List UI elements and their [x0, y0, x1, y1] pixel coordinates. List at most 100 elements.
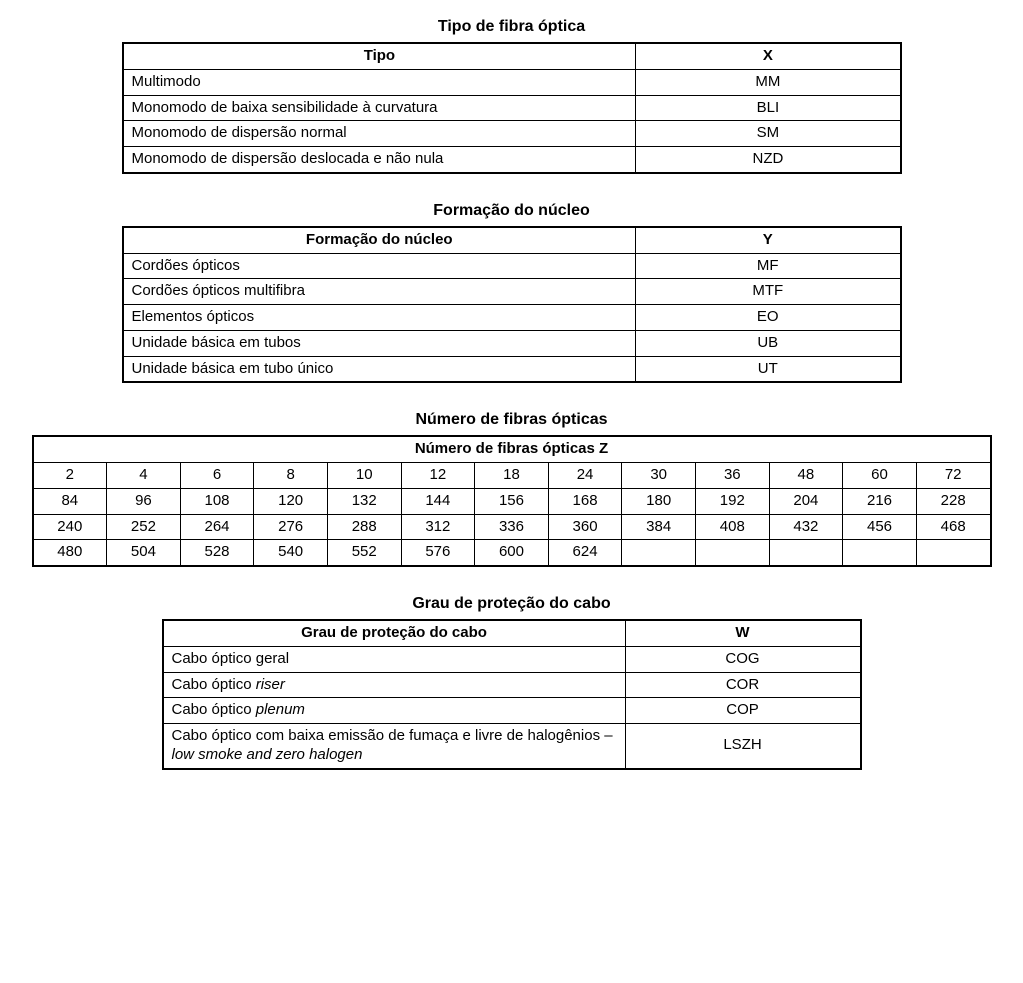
cell-value: 6	[180, 463, 254, 489]
cell-value	[695, 540, 769, 566]
section-title: Formação do núcleo	[20, 202, 1003, 220]
section-0: Tipo de fibra ópticaTipoXMultimodoMMMono…	[20, 18, 1003, 174]
cell-value: 192	[695, 488, 769, 514]
table-row: Cabo óptico riserCOR	[163, 672, 861, 698]
cell-value: 84	[33, 488, 107, 514]
cell-value: 528	[180, 540, 254, 566]
cell-label: Cordões ópticos	[123, 253, 636, 279]
table-row: Cabo óptico geralCOG	[163, 646, 861, 672]
cell-value: 24	[548, 463, 622, 489]
table-row: Cabo óptico com baixa emissão de fumaça …	[163, 724, 861, 769]
column-header: W	[625, 620, 860, 646]
cell-value: 8	[254, 463, 328, 489]
cell-value: LSZH	[625, 724, 860, 769]
cell-label: Elementos ópticos	[123, 305, 636, 331]
cell-value: 252	[107, 514, 181, 540]
cell-value: EO	[636, 305, 901, 331]
cell-value: 2	[33, 463, 107, 489]
cell-value: 204	[769, 488, 843, 514]
cell-value: 432	[769, 514, 843, 540]
cell-value: 576	[401, 540, 475, 566]
table-row: Cordões ópticosMF	[123, 253, 901, 279]
table-row: 8496108120132144156168180192204216228	[33, 488, 991, 514]
table-row: MultimodoMM	[123, 69, 901, 95]
cell-label: Cabo óptico plenum	[163, 698, 626, 724]
section-2: Número de fibras ópticasNúmero de fibras…	[20, 411, 1003, 567]
table-row: Cordões ópticos multifibraMTF	[123, 279, 901, 305]
cell-value: 504	[107, 540, 181, 566]
cell-value: 48	[769, 463, 843, 489]
table-row: Unidade básica em tubosUB	[123, 330, 901, 356]
cell-value: MM	[636, 69, 901, 95]
cell-value: 552	[327, 540, 401, 566]
cell-value: 288	[327, 514, 401, 540]
cell-value: COG	[625, 646, 860, 672]
table: Número de fibras ópticas Z24681012182430…	[32, 435, 992, 567]
table-row: Monomodo de dispersão deslocada e não nu…	[123, 147, 901, 173]
cell-label: Monomodo de baixa sensibilidade à curvat…	[123, 95, 636, 121]
grid-header: Número de fibras ópticas Z	[33, 436, 991, 462]
cell-value: 12	[401, 463, 475, 489]
cell-label: Monomodo de dispersão deslocada e não nu…	[123, 147, 636, 173]
cell-value: 624	[548, 540, 622, 566]
cell-value: 408	[695, 514, 769, 540]
cell-value: 60	[843, 463, 917, 489]
cell-value: 276	[254, 514, 328, 540]
table-row: Elementos ópticosEO	[123, 305, 901, 331]
cell-value: 120	[254, 488, 328, 514]
section-3: Grau de proteção do cabo Grau de proteção…	[20, 595, 1003, 770]
cell-value: 540	[254, 540, 328, 566]
cell-label: Cabo óptico riser	[163, 672, 626, 698]
cell-value: COP	[625, 698, 860, 724]
cell-value: MTF	[636, 279, 901, 305]
column-header: Tipo	[123, 43, 636, 69]
cell-value: 384	[622, 514, 696, 540]
table-row: Cabo óptico plenumCOP	[163, 698, 861, 724]
section-title: Grau de proteção do cabo	[20, 595, 1003, 613]
cell-value: UT	[636, 356, 901, 382]
cell-value: 228	[916, 488, 990, 514]
cell-value: 360	[548, 514, 622, 540]
cell-value: 156	[475, 488, 549, 514]
table-row: Unidade básica em tubo únicoUT	[123, 356, 901, 382]
cell-value	[769, 540, 843, 566]
cell-value: SM	[636, 121, 901, 147]
cell-value: 240	[33, 514, 107, 540]
column-header: Y	[636, 227, 901, 253]
cell-value: 180	[622, 488, 696, 514]
cell-value: 216	[843, 488, 917, 514]
cell-value: 18	[475, 463, 549, 489]
column-header: X	[636, 43, 901, 69]
cell-value: MF	[636, 253, 901, 279]
section-title: Tipo de fibra óptica	[20, 18, 1003, 36]
cell-value: 480	[33, 540, 107, 566]
cell-label: Cabo óptico com baixa emissão de fumaça …	[163, 724, 626, 769]
section-1: Formação do núcleoFormação do núcleoYCor…	[20, 202, 1003, 384]
cell-value	[843, 540, 917, 566]
cell-label: Cabo óptico geral	[163, 646, 626, 672]
cell-value: UB	[636, 330, 901, 356]
cell-value: 168	[548, 488, 622, 514]
cell-value: 264	[180, 514, 254, 540]
table: TipoXMultimodoMMMonomodo de baixa sensib…	[122, 42, 902, 174]
cell-label: Cordões ópticos multifibra	[123, 279, 636, 305]
cell-value: 108	[180, 488, 254, 514]
cell-value: 312	[401, 514, 475, 540]
table-row: 240252264276288312336360384408432456468	[33, 514, 991, 540]
cell-value: BLI	[636, 95, 901, 121]
cell-value: 336	[475, 514, 549, 540]
table-row: 2468101218243036486072	[33, 463, 991, 489]
cell-label: Unidade básica em tubos	[123, 330, 636, 356]
table: Grau de proteção do caboWCabo óptico ger…	[162, 619, 862, 770]
cell-value: 36	[695, 463, 769, 489]
cell-value: 144	[401, 488, 475, 514]
table-row: Monomodo de dispersão normalSM	[123, 121, 901, 147]
cell-value: 132	[327, 488, 401, 514]
cell-value	[622, 540, 696, 566]
cell-label: Unidade básica em tubo único	[123, 356, 636, 382]
cell-value: 96	[107, 488, 181, 514]
cell-value: 4	[107, 463, 181, 489]
cell-value: 468	[916, 514, 990, 540]
cell-value: 10	[327, 463, 401, 489]
cell-value: 456	[843, 514, 917, 540]
